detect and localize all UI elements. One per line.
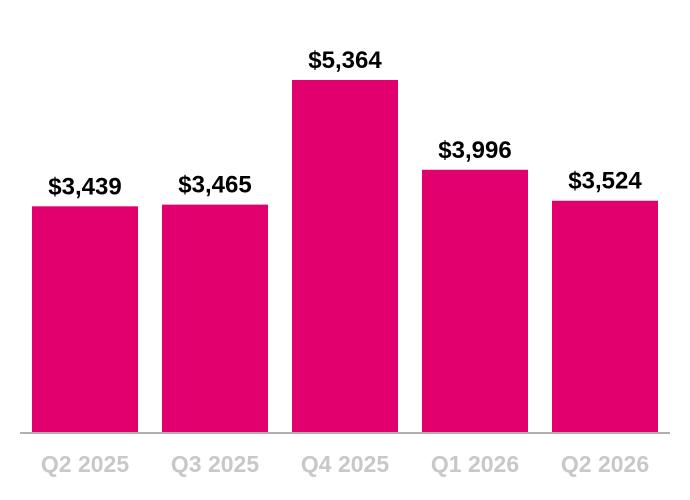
bar-q1-2026 xyxy=(422,169,528,433)
data-label: $3,996 xyxy=(438,137,511,164)
x-tick-label: Q1 2026 xyxy=(431,451,519,477)
x-tick-label: Q3 2025 xyxy=(171,451,259,477)
x-tick-label: Q2 2025 xyxy=(41,451,129,477)
x-tick-labels-group: Q2 2025 Q3 2025 Q4 2025 Q1 2026 Q2 2026 xyxy=(41,451,649,477)
bar-q2-2026 xyxy=(552,200,658,432)
x-tick-label: Q4 2025 xyxy=(301,451,389,477)
bars-group xyxy=(32,80,658,433)
data-label: $5,364 xyxy=(308,47,382,74)
bar-q4-2025 xyxy=(292,80,398,432)
x-tick-label: Q2 2026 xyxy=(561,451,649,477)
data-labels-group: $3,439 $3,465 $5,364 $3,996 $3,524 xyxy=(48,47,642,200)
data-label: $3,524 xyxy=(568,168,642,195)
bar-q2-2025 xyxy=(32,206,138,432)
bar-q3-2025 xyxy=(162,204,268,432)
data-label: $3,439 xyxy=(48,173,121,200)
data-label: $3,465 xyxy=(178,172,251,199)
